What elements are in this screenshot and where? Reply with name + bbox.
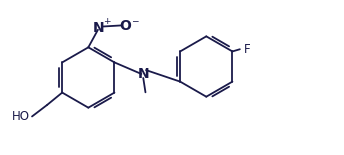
Text: $\mathregular{N}$: $\mathregular{N}$ — [137, 67, 149, 81]
Text: F: F — [244, 43, 250, 56]
Text: −: − — [131, 16, 139, 25]
Text: $\mathregular{N}$: $\mathregular{N}$ — [92, 21, 104, 35]
Text: HO: HO — [12, 110, 30, 123]
Text: +: + — [103, 17, 110, 26]
Text: $\mathregular{O}$: $\mathregular{O}$ — [119, 20, 132, 33]
